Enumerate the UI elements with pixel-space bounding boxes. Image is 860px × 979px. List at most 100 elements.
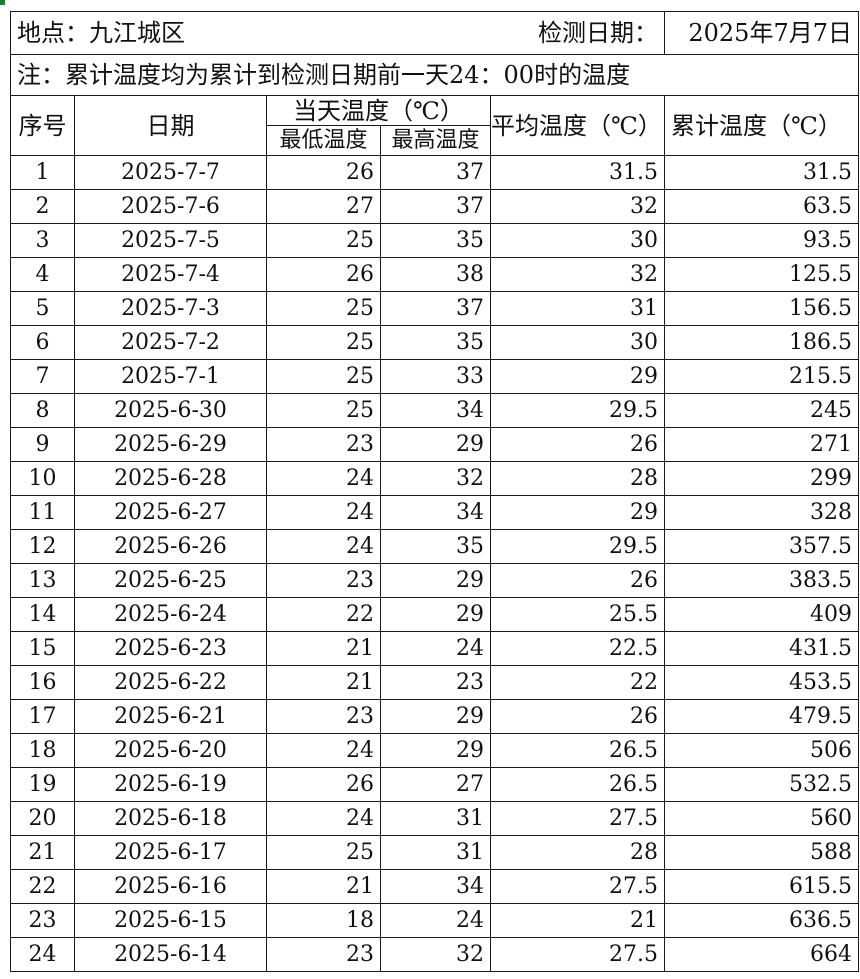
cell-avg-temp[interactable]: 22: [490, 665, 665, 700]
cell-index[interactable]: 2: [10, 189, 75, 224]
cell-max-temp[interactable]: 38: [380, 257, 491, 292]
cell-date[interactable]: 2025-6-14: [74, 937, 267, 972]
cell-cum-temp[interactable]: 186.5: [664, 325, 859, 360]
cell-cum-temp[interactable]: 560: [664, 801, 859, 836]
cell-date[interactable]: 2025-6-29: [74, 427, 267, 462]
cell-index[interactable]: 6: [10, 325, 75, 360]
cell-index[interactable]: 12: [10, 529, 75, 564]
cell-index[interactable]: 18: [10, 733, 75, 768]
cell-index[interactable]: 15: [10, 631, 75, 666]
cell-cum-temp[interactable]: 125.5: [664, 257, 859, 292]
cell-date[interactable]: 2025-6-16: [74, 869, 267, 904]
cell-min-temp[interactable]: 26: [266, 155, 381, 190]
cell-index[interactable]: 13: [10, 563, 75, 598]
cell-date[interactable]: 2025-7-1: [74, 359, 267, 394]
cell-index[interactable]: 3: [10, 223, 75, 258]
cell-max-temp[interactable]: 37: [380, 155, 491, 190]
cell-date[interactable]: 2025-6-28: [74, 461, 267, 496]
cell-date[interactable]: 2025-7-4: [74, 257, 267, 292]
cell-max-temp[interactable]: 34: [380, 869, 491, 904]
cell-cum-temp[interactable]: 299: [664, 461, 859, 496]
cell-date[interactable]: 2025-7-5: [74, 223, 267, 258]
cell-index[interactable]: 19: [10, 767, 75, 802]
cell-avg-temp[interactable]: 22.5: [490, 631, 665, 666]
cell-max-temp[interactable]: 33: [380, 359, 491, 394]
cell-min-temp[interactable]: 25: [266, 325, 381, 360]
cell-max-temp[interactable]: 34: [380, 495, 491, 530]
cell-cum-temp[interactable]: 615.5: [664, 869, 859, 904]
cell-max-temp[interactable]: 24: [380, 903, 491, 938]
cell-date[interactable]: 2025-6-30: [74, 393, 267, 428]
cell-index[interactable]: 5: [10, 291, 75, 326]
date-label-cell[interactable]: 检测日期：: [490, 11, 665, 55]
cell-max-temp[interactable]: 27: [380, 767, 491, 802]
cell-cum-temp[interactable]: 31.5: [664, 155, 859, 190]
cell-avg-temp[interactable]: 29.5: [490, 529, 665, 564]
header-avg-temp[interactable]: 平均温度（℃）: [490, 95, 665, 156]
cell-cum-temp[interactable]: 506: [664, 733, 859, 768]
header-cum-temp[interactable]: 累计温度（℃）: [664, 95, 859, 156]
cell-cum-temp[interactable]: 409: [664, 597, 859, 632]
cell-avg-temp[interactable]: 27.5: [490, 869, 665, 904]
cell-min-temp[interactable]: 26: [266, 767, 381, 802]
cell-date[interactable]: 2025-6-26: [74, 529, 267, 564]
cell-min-temp[interactable]: 22: [266, 597, 381, 632]
cell-min-temp[interactable]: 25: [266, 291, 381, 326]
cell-cum-temp[interactable]: 453.5: [664, 665, 859, 700]
cell-min-temp[interactable]: 23: [266, 563, 381, 598]
cell-cum-temp[interactable]: 156.5: [664, 291, 859, 326]
cell-index[interactable]: 10: [10, 461, 75, 496]
cell-index[interactable]: 4: [10, 257, 75, 292]
cell-index[interactable]: 23: [10, 903, 75, 938]
cell-avg-temp[interactable]: 26: [490, 563, 665, 598]
cell-index[interactable]: 17: [10, 699, 75, 734]
cell-date[interactable]: 2025-6-27: [74, 495, 267, 530]
cell-date[interactable]: 2025-7-3: [74, 291, 267, 326]
cell-avg-temp[interactable]: 32: [490, 189, 665, 224]
cell-max-temp[interactable]: 29: [380, 427, 491, 462]
cell-min-temp[interactable]: 24: [266, 495, 381, 530]
cell-date[interactable]: 2025-6-23: [74, 631, 267, 666]
cell-index[interactable]: 8: [10, 393, 75, 428]
cell-date[interactable]: 2025-6-18: [74, 801, 267, 836]
cell-avg-temp[interactable]: 26: [490, 427, 665, 462]
cell-min-temp[interactable]: 21: [266, 665, 381, 700]
cell-min-temp[interactable]: 21: [266, 631, 381, 666]
cell-min-temp[interactable]: 23: [266, 427, 381, 462]
cell-cum-temp[interactable]: 532.5: [664, 767, 859, 802]
cell-max-temp[interactable]: 32: [380, 461, 491, 496]
cell-date[interactable]: 2025-6-25: [74, 563, 267, 598]
cell-date[interactable]: 2025-7-2: [74, 325, 267, 360]
header-date[interactable]: 日期: [74, 95, 267, 156]
cell-min-temp[interactable]: 24: [266, 801, 381, 836]
cell-cum-temp[interactable]: 636.5: [664, 903, 859, 938]
header-max-temp[interactable]: 最高温度: [380, 125, 491, 156]
cell-max-temp[interactable]: 29: [380, 699, 491, 734]
cell-avg-temp[interactable]: 31.5: [490, 155, 665, 190]
cell-avg-temp[interactable]: 30: [490, 325, 665, 360]
cell-max-temp[interactable]: 35: [380, 529, 491, 564]
cell-index[interactable]: 9: [10, 427, 75, 462]
cell-avg-temp[interactable]: 29.5: [490, 393, 665, 428]
cell-max-temp[interactable]: 37: [380, 291, 491, 326]
cell-cum-temp[interactable]: 357.5: [664, 529, 859, 564]
cell-avg-temp[interactable]: 26.5: [490, 767, 665, 802]
cell-min-temp[interactable]: 18: [266, 903, 381, 938]
cell-cum-temp[interactable]: 63.5: [664, 189, 859, 224]
cell-index[interactable]: 21: [10, 835, 75, 870]
cell-max-temp[interactable]: 35: [380, 325, 491, 360]
cell-max-temp[interactable]: 32: [380, 937, 491, 972]
cell-min-temp[interactable]: 24: [266, 529, 381, 564]
cell-min-temp[interactable]: 23: [266, 937, 381, 972]
cell-avg-temp[interactable]: 29: [490, 359, 665, 394]
cell-min-temp[interactable]: 25: [266, 359, 381, 394]
cell-max-temp[interactable]: 31: [380, 835, 491, 870]
cell-min-temp[interactable]: 23: [266, 699, 381, 734]
cell-avg-temp[interactable]: 30: [490, 223, 665, 258]
cell-date[interactable]: 2025-6-17: [74, 835, 267, 870]
cell-avg-temp[interactable]: 27.5: [490, 801, 665, 836]
cell-max-temp[interactable]: 24: [380, 631, 491, 666]
cell-max-temp[interactable]: 29: [380, 563, 491, 598]
cell-avg-temp[interactable]: 25.5: [490, 597, 665, 632]
cell-cum-temp[interactable]: 271: [664, 427, 859, 462]
